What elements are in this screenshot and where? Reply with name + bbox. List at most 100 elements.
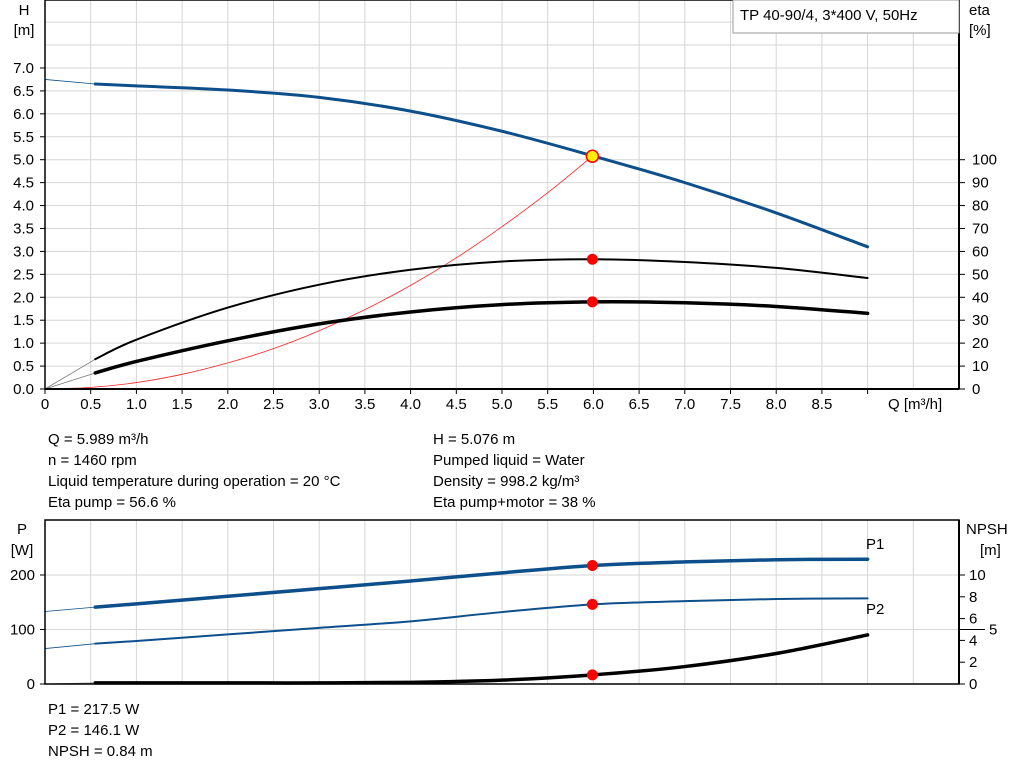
y-tick-label: 7.0: [13, 60, 34, 77]
eta-pump-motor-curve-extension: [44, 372, 96, 390]
duty-point-NPSH: [586, 669, 598, 681]
p-axis-label: P: [17, 521, 27, 538]
p-tick-label: 100: [10, 622, 35, 639]
x-axis-label: Q [m³/h]: [888, 396, 942, 413]
info-bottom: P1 = 217.5 W P2 = 146.1 W NPSH = 0.84 m: [48, 699, 153, 762]
p2-curve: [94, 597, 869, 645]
duty-point-eta_pump: [586, 253, 598, 265]
npsh-value: NPSH = 0.84 m: [48, 743, 153, 760]
axes: [40, 0, 985, 685]
y-tick-label: 3.5: [13, 220, 34, 237]
npsh-tick-label: 6: [969, 611, 977, 628]
npsh-curve: [93, 633, 870, 685]
head-chart-grid: [45, 0, 959, 389]
npsh-tick-label: 4: [969, 632, 977, 649]
p1-series-label: P1: [866, 536, 884, 553]
y-tick-label: 1.5: [13, 312, 34, 329]
x-tick-label: 7.0: [674, 396, 695, 413]
eta-tick-label: 80: [972, 198, 989, 215]
eta-tick-label: 60: [972, 243, 989, 260]
head-curve: [93, 82, 870, 249]
npsh-tick-label: 5: [989, 622, 997, 639]
eta-pump-motor-value: Eta pump+motor = 38 %: [433, 494, 596, 511]
power-chart-grid: [45, 520, 959, 684]
npsh-tick-label: 2: [969, 654, 977, 671]
y-tick-label: 3.0: [13, 243, 34, 260]
p-axis-unit: [W]: [11, 542, 34, 559]
eta-tick-label: 30: [972, 312, 989, 329]
p1-curve-extension: [44, 606, 96, 612]
system-curve: [44, 155, 593, 390]
x-tick-label: 7.5: [720, 396, 741, 413]
npsh-axis-unit: [m]: [980, 542, 1001, 559]
eta-tick-label: 90: [972, 175, 989, 192]
duty-point-eta_pump_motor: [586, 296, 598, 308]
x-tick-label: 5.5: [537, 396, 558, 413]
y-tick-label: 0.5: [13, 358, 34, 375]
x-tick-label: 8.0: [766, 396, 787, 413]
speed-value: n = 1460 rpm: [48, 452, 137, 469]
p-tick-label: 0: [27, 676, 35, 693]
eta-tick-label: 10: [972, 358, 989, 375]
eta-tick-label: 20: [972, 335, 989, 352]
npsh-tick-label: 0: [969, 676, 977, 693]
x-tick-label: 1.5: [172, 396, 193, 413]
eta-pump-curve-extension: [44, 358, 96, 390]
x-tick-label: 5.0: [492, 396, 513, 413]
x-tick-label: 0.5: [80, 396, 101, 413]
duty-point-P2: [586, 598, 598, 610]
x-tick-label: 1.0: [126, 396, 147, 413]
axis-labels: 0 0.5 1.0 1.5 2.0 2.5 3.0 3.5 4.0 4.5 5.0 5.5 6.0 6.5…: [10, 2, 1008, 693]
x-tick-label: 4.0: [400, 396, 421, 413]
chart-title: TP 40-90/4, 3*400 V, 50Hz: [740, 7, 918, 24]
npsh-axis-label: NPSH: [966, 521, 1008, 538]
eta-pump-motor-curve: [93, 300, 870, 375]
eta-pump-value: Eta pump = 56.6 %: [48, 494, 176, 511]
eta-tick-label: 40: [972, 289, 989, 306]
y-tick-label: 2.0: [13, 289, 34, 306]
y-tick-label: 2.5: [13, 266, 34, 283]
head-curve-extension: [44, 79, 96, 85]
y-tick-label: 5.0: [13, 152, 34, 169]
x-tick-label: 8.5: [811, 396, 832, 413]
duty-point-head: [585, 149, 600, 163]
x-tick-label: 6.5: [629, 396, 650, 413]
eta-axis-label: eta: [969, 2, 991, 19]
eta-pump-curve: [94, 258, 869, 361]
eta-tick-label: 100: [972, 152, 997, 169]
p2-curve-extension: [44, 643, 96, 649]
y-tick-label: 4.5: [13, 175, 34, 192]
info-left: Q = 5.989 m³/h n = 1460 rpm Liquid tempe…: [48, 429, 340, 513]
x-tick-label: 2.5: [263, 396, 284, 413]
x-tick-label: 4.5: [446, 396, 467, 413]
p2-series-label: P2: [866, 601, 884, 618]
y-tick-label: 0.0: [13, 381, 34, 398]
pumped-liquid: Pumped liquid = Water: [433, 452, 585, 469]
eta-tick-label: 70: [972, 220, 989, 237]
p-tick-label: 200: [10, 567, 35, 584]
power-chart-curves: [44, 557, 870, 685]
p1-curve: [93, 557, 870, 609]
x-tick-label: 6.0: [583, 396, 604, 413]
x-tick-label: 3.0: [309, 396, 330, 413]
duty-point-P1: [586, 559, 598, 571]
flow-value: Q = 5.989 m³/h: [48, 431, 149, 448]
p2-value: P2 = 146.1 W: [48, 722, 140, 739]
y-tick-label: 6.5: [13, 83, 34, 100]
eta-tick-label: 0: [972, 381, 980, 398]
x-tick-label: 0: [41, 396, 49, 413]
title-box: [732, 0, 960, 34]
eta-axis-unit: [%]: [969, 22, 991, 39]
head-chart-curves: [44, 79, 870, 390]
liquid-temperature: Liquid temperature during operation = 20…: [48, 473, 341, 490]
density-value: Density = 998.2 kg/m³: [433, 473, 580, 490]
x-tick-label: 3.5: [354, 396, 375, 413]
x-tick-label: 2.0: [217, 396, 238, 413]
y-axis-label: H: [19, 2, 30, 19]
y-tick-label: 6.0: [13, 106, 34, 123]
npsh-tick-label: 8: [969, 589, 977, 606]
p1-value: P1 = 217.5 W: [48, 701, 140, 718]
head-value: H = 5.076 m: [433, 431, 516, 448]
y-axis-unit: [m]: [14, 22, 35, 39]
